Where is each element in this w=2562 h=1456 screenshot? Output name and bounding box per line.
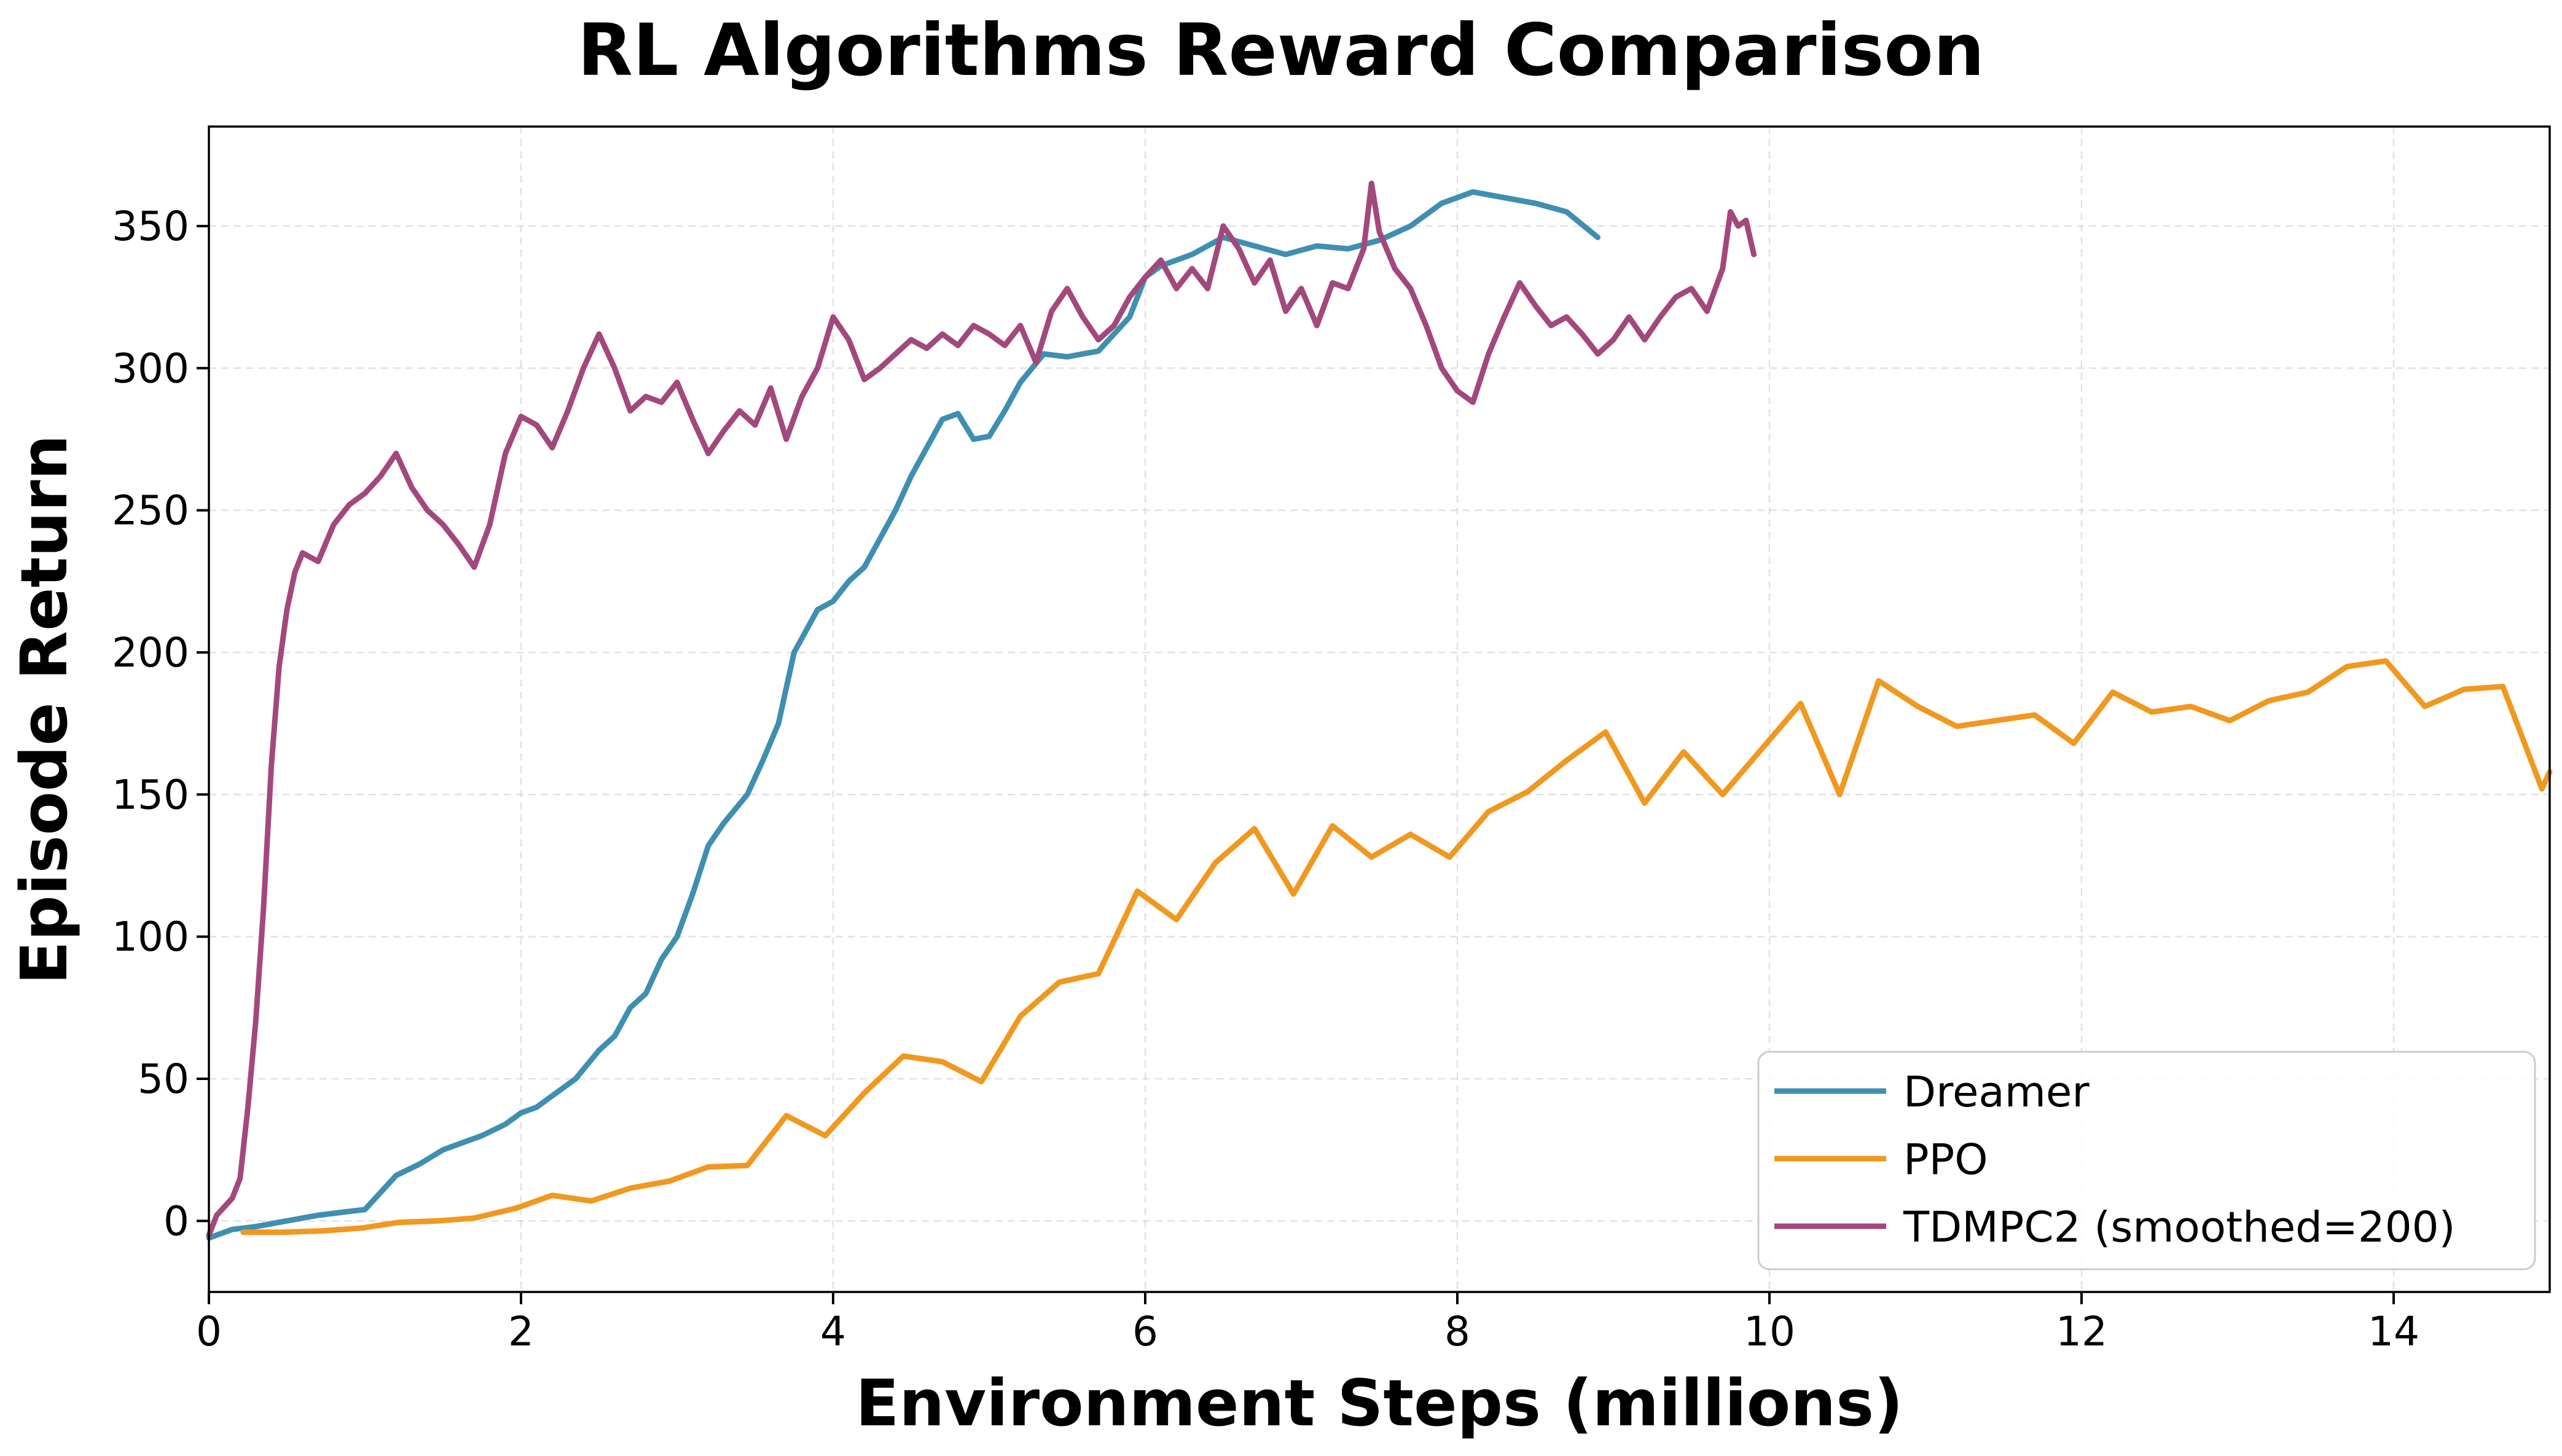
y-tick-label: 250	[112, 487, 189, 534]
y-tick-label: 300	[112, 345, 189, 392]
x-tick-label: 10	[1744, 1308, 1795, 1355]
legend-box	[1757, 1051, 2536, 1270]
legend-label: Dreamer	[1903, 1068, 2090, 1117]
x-tick-label: 6	[1132, 1308, 1158, 1355]
y-tick-label: 350	[112, 203, 189, 250]
y-tick-label: 50	[138, 1055, 189, 1103]
legend-label: PPO	[1903, 1135, 1988, 1184]
y-axis-label: Episode Return	[7, 434, 82, 984]
x-axis-label: Environment Steps (millions)	[855, 1366, 1903, 1441]
series-line-dreamer	[206, 189, 1601, 1241]
series-line-ppo	[240, 658, 2553, 1235]
series-line-tdmpc2	[206, 181, 1757, 1238]
x-tick-label: 2	[508, 1308, 534, 1355]
chart-title: RL Algorithms Reward Comparison	[578, 8, 1984, 92]
tick-layer: 0 2 4 6 8 10 12 14 0 50 100 150 200 250 300 350	[112, 203, 2419, 1355]
y-tick-label: 200	[112, 629, 189, 676]
legend: Dreamer PPO TDMPC2 (smoothed=200)	[1757, 1051, 2536, 1270]
legend-label: TDMPC2 (smoothed=200)	[1903, 1203, 2455, 1252]
x-tick-label: 12	[2056, 1308, 2107, 1355]
x-tick-label: 8	[1444, 1308, 1470, 1355]
series-layer	[206, 181, 2553, 1241]
plot-frame	[208, 125, 2551, 1293]
y-tick-label: 150	[112, 771, 189, 818]
y-tick-label: 100	[112, 914, 189, 961]
x-tick-label: 0	[196, 1308, 222, 1355]
x-tick-label: 4	[820, 1308, 846, 1355]
y-tick-label: 0	[163, 1197, 189, 1245]
x-tick-label: 14	[2368, 1308, 2419, 1355]
